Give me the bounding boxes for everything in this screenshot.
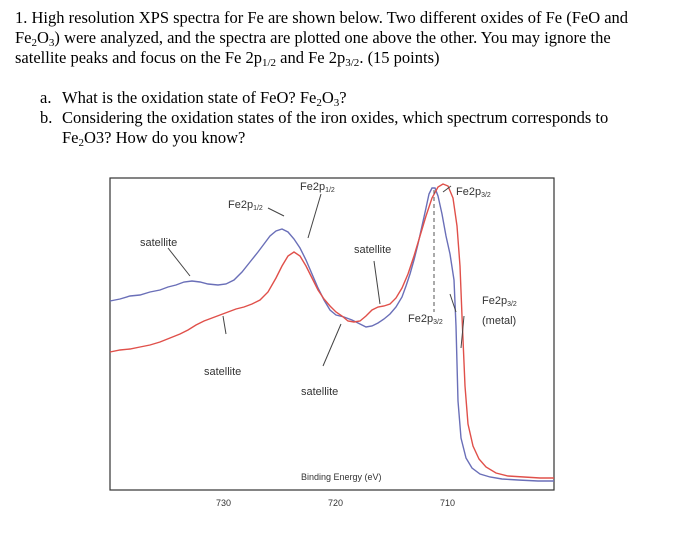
x-tick-720: 720 [328,498,343,508]
subscript: 2 [31,37,38,49]
question-line2-text: ) were analyzed, and the spectra are plo… [54,28,611,47]
subquestion-text: O3? How do you know? [84,128,246,147]
label-satellite-low-mid: satellite [301,386,338,398]
pointer-fe2p32-metal [460,315,465,349]
subquestion-label: a. [40,88,52,107]
text-fe: Fe [15,28,32,47]
subscript: 3/2 [345,57,360,69]
x-tick-730: 730 [216,498,231,508]
label-satellite-right: satellite [354,244,391,256]
subquestion-text: What is the oxidation state of FeO? Fe [62,88,317,107]
subquestion-label: b. [40,108,53,127]
pointer-fe2p12-left [267,207,285,217]
label-fe2p32-metal: Fe2p3/2 [482,295,517,308]
subscript: 3 [48,37,55,49]
question-text: 1. High resolution XPS spectra for Fe ar… [15,8,665,69]
xps-spectra-figure: Fe2p1/2 Fe2p1/2 Fe2p3/2 Fe2p3/2 Fe2p3/2 … [109,177,555,508]
question-line3-text: satellite peaks and focus on the Fe 2p [15,48,262,67]
pointer-satellite-low-left [222,315,227,335]
subquestion-continuation: Fe2O3? How do you know? [40,128,660,149]
subquestion-a: a. What is the oxidation state of FeO? Fe… [40,88,660,109]
pointer-satellite-left [167,247,191,277]
label-fe2p32-mid: Fe2p3/2 [408,313,443,326]
question-line1-text: High resolution XPS spectra for Fe are s… [31,8,629,27]
pointer-fe2p12-top [307,193,322,239]
label-satellite-low-left: satellite [204,366,241,378]
pointer-fe2p32-top [442,185,452,193]
label-satellite-left: satellite [140,237,177,249]
question-line3-text: and Fe 2p [276,48,346,67]
subscript: 1/2 [261,57,277,69]
pointer-satellite-low-mid [322,323,342,367]
pointer-satellite-right [373,260,381,305]
text-o: O [37,28,49,47]
x-axis-label: Binding Energy (eV) [301,472,382,482]
subscript: 2 [78,137,85,149]
subquestion-text: Considering the oxidation states of the … [62,108,609,127]
plot-frame [109,177,555,491]
subquestion-text: O [321,88,334,107]
label-metal: (metal) [482,315,516,327]
subquestion-b: b. Considering the oxidation states of th… [40,108,660,149]
pointer-fe2p32-mid [449,293,457,313]
subquestion-text: ? [339,88,347,107]
x-tick-710: 710 [440,498,455,508]
subscript: 2 [316,97,322,109]
question-line-1: 1. High resolution XPS spectra for Fe ar… [15,8,665,28]
subscript: 3 [333,97,340,109]
question-line3-text: . (15 points) [359,48,440,67]
question-line-3: satellite peaks and focus on the Fe 2p1/… [15,48,665,69]
question-number: 1. [15,8,28,27]
label-fe2p12-top: Fe2p1/2 [300,181,335,194]
subquestion-text: Fe [62,128,79,147]
label-fe2p12-left: Fe2p1/2 [228,199,263,212]
red-spectrum-line [109,183,554,479]
label-fe2p32-top: Fe2p3/2 [456,186,491,199]
question-line-2: Fe2O3) were analyzed, and the spectra ar… [15,28,665,49]
